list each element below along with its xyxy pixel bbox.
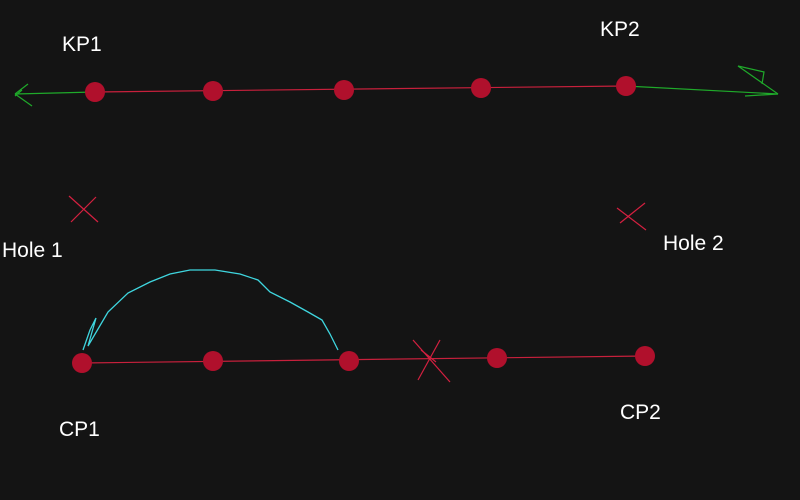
top-node-3 [334, 80, 354, 100]
bottom-node-1 [72, 353, 92, 373]
label-hole-1: Hole 1 [2, 239, 63, 262]
label-hole-2: Hole 2 [663, 232, 724, 255]
top-node-5 [616, 76, 636, 96]
top-node-1 [85, 82, 105, 102]
bottom-node-5 [635, 346, 655, 366]
hole-2-cross [616, 202, 647, 231]
label-kp1: KP1 [62, 33, 102, 56]
right-extension-arrow [625, 65, 779, 97]
bottom-node-4 [487, 348, 507, 368]
detour-arc [82, 269, 339, 351]
label-kp2: KP2 [600, 18, 640, 41]
label-cp2: CP2 [620, 401, 661, 424]
top-line [94, 85, 627, 93]
blocked-segment-cross [412, 339, 451, 383]
bottom-line [81, 355, 646, 364]
bottom-node-2 [203, 351, 223, 371]
hole-1-cross [68, 195, 99, 223]
left-extension-arrow [14, 83, 96, 107]
top-node-4 [471, 78, 491, 98]
bottom-node-3 [339, 351, 359, 371]
top-node-2 [203, 81, 223, 101]
label-cp1: CP1 [59, 418, 100, 441]
